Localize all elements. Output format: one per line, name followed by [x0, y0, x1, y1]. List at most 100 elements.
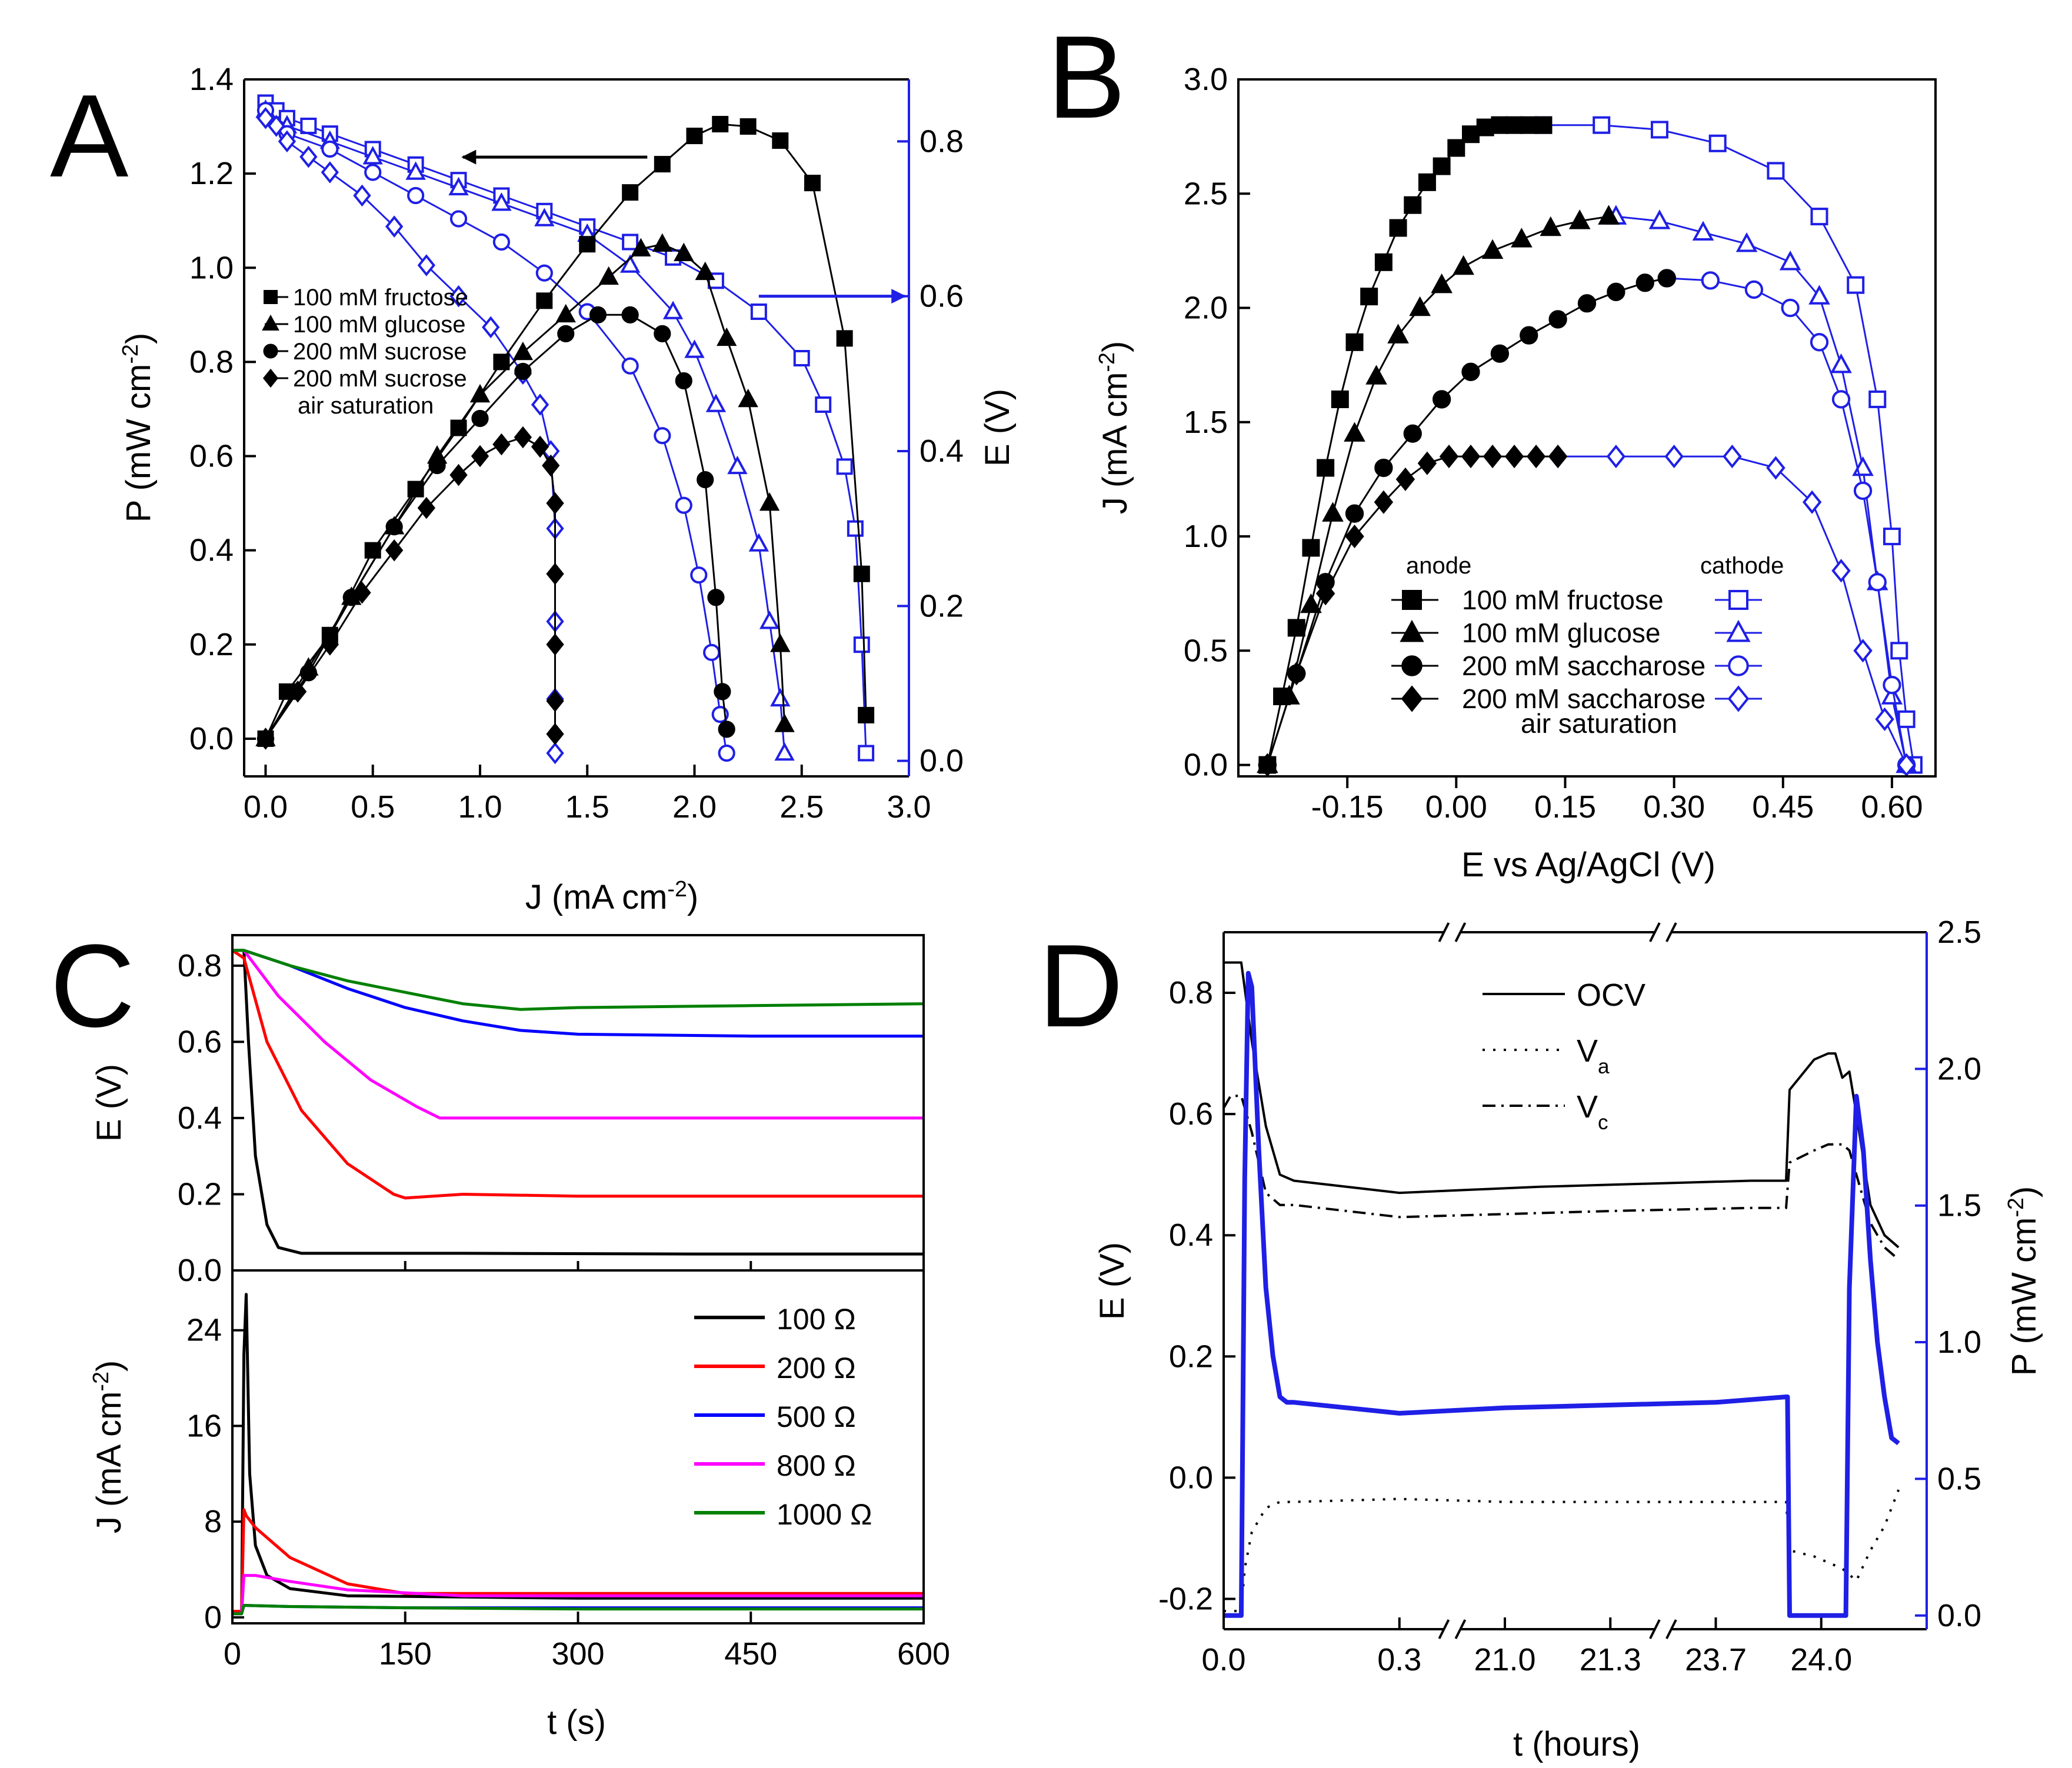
a-potential-point: [675, 496, 692, 514]
d-legend-label: Va: [1577, 1033, 1610, 1078]
b-anode-point: [1360, 288, 1378, 306]
b-anode-point: [1526, 444, 1546, 469]
ct-series-line: [232, 949, 924, 1038]
b-ylabel: J (mA cm-2): [1094, 341, 1134, 515]
b-cathode-point: [1606, 444, 1626, 469]
d-legend-label: Vc: [1577, 1089, 1608, 1134]
d-ytick-label: 0.2: [1169, 1339, 1213, 1374]
a-potential-point: [770, 688, 791, 707]
b-cathode-point: [1744, 280, 1764, 299]
b-xtick-label: 0.30: [1643, 789, 1705, 825]
b-cathode-series: [1548, 444, 1916, 777]
a-power-point: [853, 565, 870, 582]
b-anode-series: [1257, 205, 1620, 773]
b-cathode-point: [1692, 221, 1714, 241]
b-ytick-label: 0.0: [1184, 748, 1228, 783]
a-xtick-label: 1.5: [565, 789, 609, 825]
b-xlabel: E vs Ag/AgCl (V): [1461, 846, 1715, 884]
a-potential-line: [265, 109, 786, 753]
a-potential-point: [362, 146, 383, 165]
a-y2tick-label: 0.8: [920, 124, 964, 159]
a-potential-point: [534, 208, 555, 226]
a-power-point: [449, 463, 468, 486]
d-y2tick-label: 1.5: [1937, 1188, 1981, 1223]
b-cathode-line: [1667, 277, 1908, 765]
a-power-point: [598, 266, 619, 285]
a-potential-point: [449, 285, 468, 308]
b-ytick-label: 2.0: [1184, 291, 1228, 326]
b-anode-point: [1635, 273, 1654, 292]
a-potential-point: [535, 264, 553, 282]
a-power-point: [739, 118, 757, 135]
a-potential-point: [482, 316, 500, 339]
a-potential-point: [299, 145, 318, 168]
ct-ylabel: E (V): [90, 1064, 128, 1142]
a-potential-point: [531, 393, 549, 416]
d-axis-break-mark: [1438, 1619, 1450, 1639]
a-xtick-label: 2.5: [780, 789, 824, 825]
a-power-point: [759, 492, 780, 511]
b-anode-point: [1577, 294, 1597, 313]
a-ylabel: P (mW cm-2): [118, 333, 158, 522]
b-cathode-point: [1766, 456, 1785, 480]
a-power-point: [716, 327, 737, 346]
b-cathode-point: [1853, 639, 1873, 663]
b-anode-point: [1374, 490, 1394, 514]
b-anode-point: [1374, 253, 1393, 271]
b-anode-point: [1505, 116, 1524, 134]
a-potential-line: [265, 109, 728, 753]
a-potential-point: [707, 272, 724, 289]
b-cathode-point: [1883, 675, 1901, 695]
cb-series-line: [232, 1293, 924, 1613]
a-ytick-label: 1.2: [189, 156, 234, 191]
a-xtick-label: 0.0: [244, 789, 288, 825]
b-cathode-point: [1853, 481, 1873, 500]
a-power-point: [546, 690, 564, 712]
a-potential-point: [491, 192, 512, 211]
a-power-point: [531, 435, 549, 458]
b-cathode-point: [1897, 710, 1916, 728]
b-frame: [1237, 78, 1937, 778]
a-ytick-label: 0.6: [189, 439, 234, 474]
ct-ytick-label: 0.4: [178, 1100, 222, 1136]
a-potential-point: [353, 184, 371, 207]
d-axis-break-mark: [1454, 922, 1467, 942]
panel-b: B -0.15 0.00 0.15 0.30 0.45 0.60 0.0 0.5 1.0 1.5 2.…: [1047, 12, 1937, 884]
a-potential-series: [255, 99, 795, 761]
d-axis-break-mark: [1454, 1619, 1467, 1639]
a-potential-point: [662, 301, 684, 319]
a-potential-point: [684, 339, 705, 358]
ct-series-line: [231, 949, 924, 1200]
a-y2label: E (V): [978, 389, 1017, 466]
a-potential-point: [300, 118, 317, 134]
cb-xtick-label: 300: [551, 1636, 604, 1672]
b-anode-point: [1287, 662, 1306, 686]
b-anode-point: [1483, 444, 1503, 469]
a-power-point: [546, 633, 564, 656]
a-potential-point: [256, 107, 275, 129]
d-axis-break-mark: [1665, 922, 1677, 942]
a-potential-point: [619, 254, 641, 273]
b-anode-point: [1287, 619, 1305, 637]
panel-d: D 0.0 0.3 21.0 21.3 23.7 24.0 -0.2 0.0 0.2 0.4 0.6 0…: [1038, 915, 2043, 1763]
a-potential-point: [449, 210, 468, 228]
b-anode-point: [1417, 451, 1437, 475]
b-ytick-label: 1.5: [1184, 405, 1228, 440]
a-potential-point: [759, 611, 780, 629]
d-ytick-label: 0.4: [1169, 1217, 1213, 1253]
d-ytick-label: 0.8: [1169, 975, 1213, 1010]
d-ylabel: E (V): [1093, 1242, 1131, 1320]
b-anode-point: [1481, 239, 1504, 259]
b-xtick-label: 0.60: [1861, 789, 1923, 825]
a-xtick-label: 1.0: [458, 789, 502, 825]
d-power-line: [1224, 970, 1900, 1618]
b-anode-point: [1461, 362, 1480, 381]
cb-xtick-label: 600: [897, 1636, 950, 1672]
b-anode-point: [1476, 118, 1494, 136]
b-cathode-line: [1558, 455, 1907, 766]
c-legend-label: 1000 Ω: [777, 1498, 872, 1531]
a-potential-point: [364, 164, 382, 181]
a-potential-point: [793, 350, 810, 366]
